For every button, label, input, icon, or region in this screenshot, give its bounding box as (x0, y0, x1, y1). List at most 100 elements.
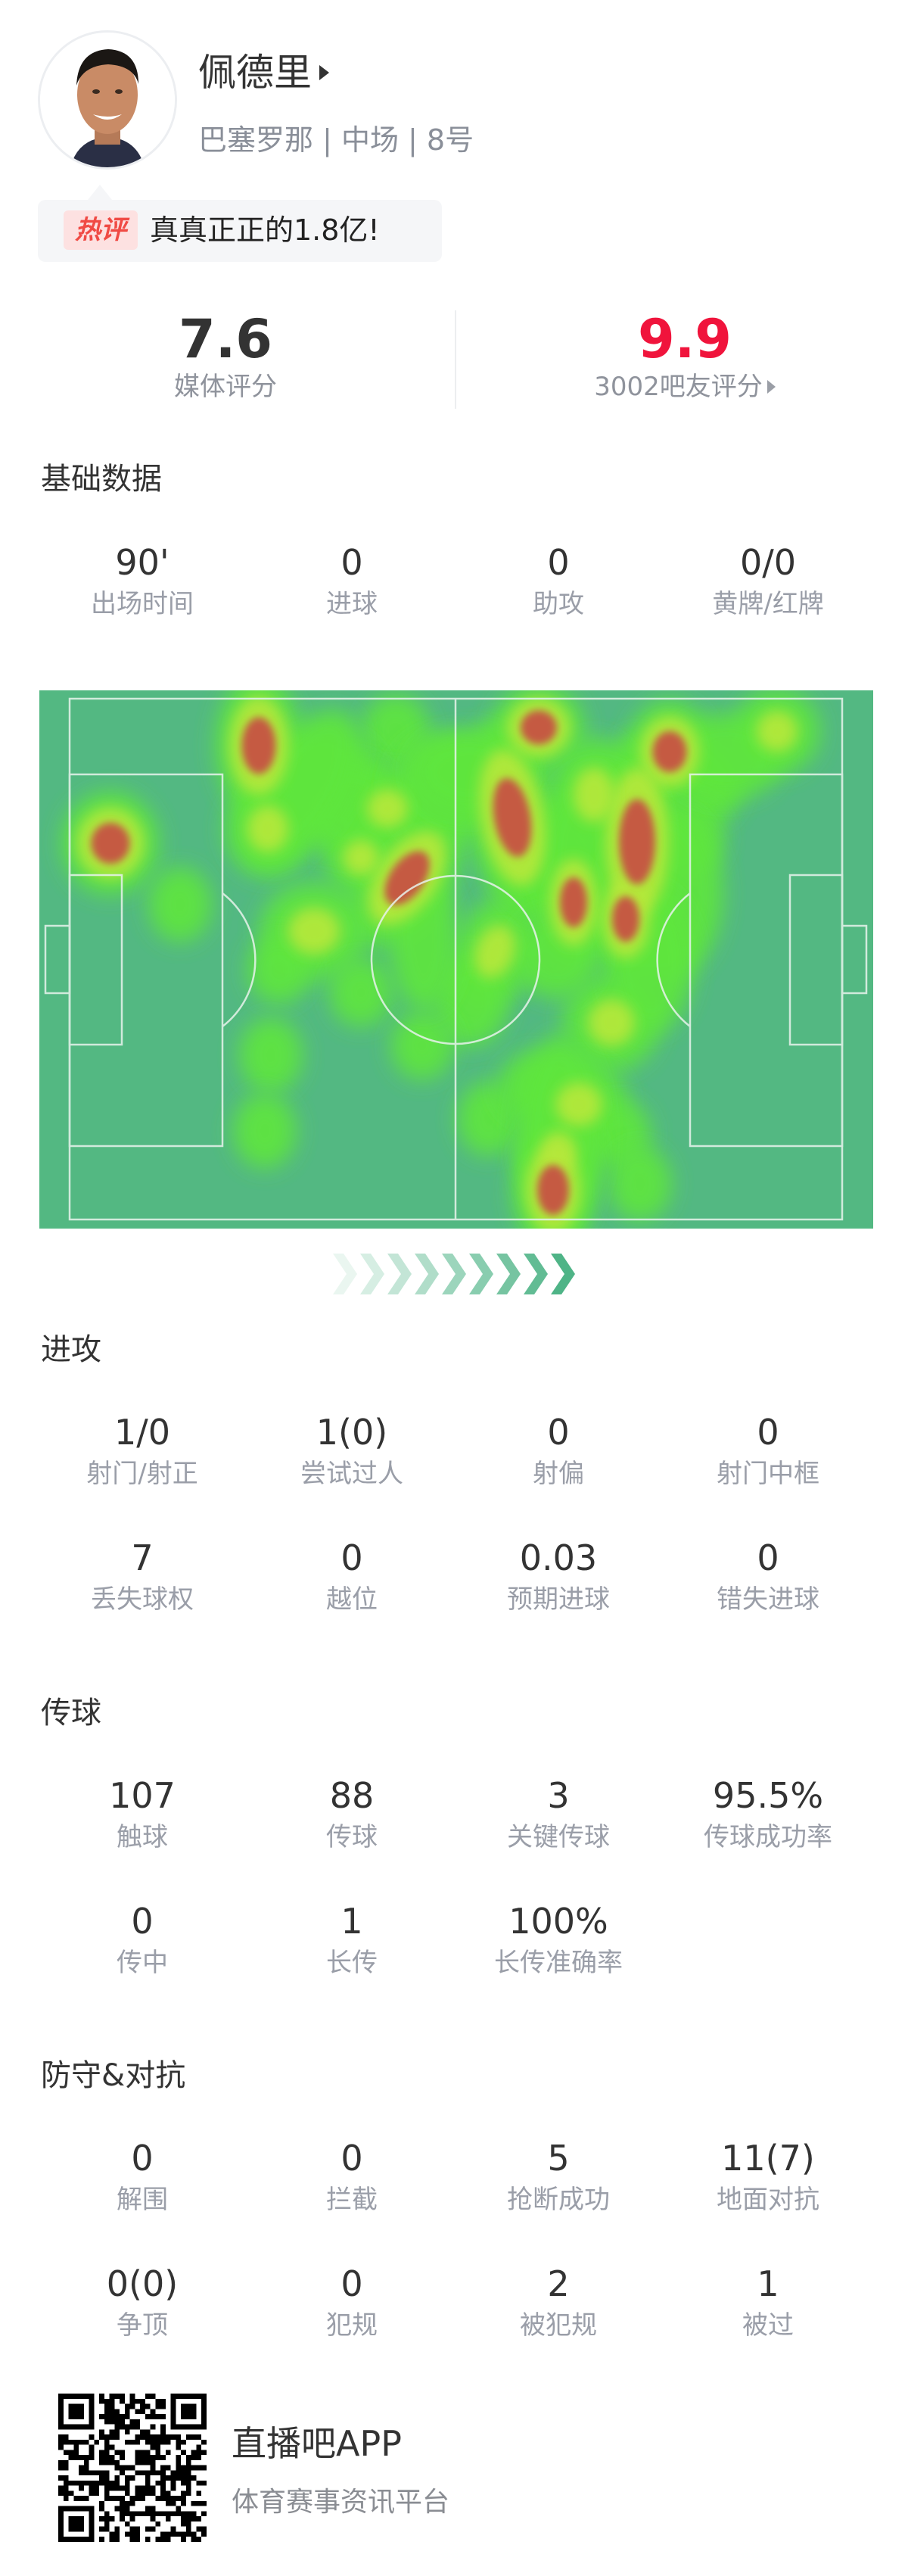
heatmap-blob (329, 958, 393, 1027)
stat-value: 0 (547, 1412, 570, 1453)
stat-value: 0 (340, 1537, 363, 1578)
caret-right-icon (319, 65, 329, 80)
stat-label: 被过 (742, 2310, 794, 2341)
stat-value: 1(0) (316, 1412, 388, 1453)
stat-value: 1 (340, 1901, 363, 1942)
stat-value: 0 (757, 1537, 779, 1578)
stat-item: 5 抢断成功 (460, 2135, 657, 2217)
stat-item: 2 被犯规 (460, 2261, 657, 2343)
heatmap-blob (247, 935, 311, 1005)
stat-label: 出场时间 (91, 589, 194, 619)
stat-item: 1 被过 (670, 2261, 866, 2343)
stat-value: 0 (340, 2138, 363, 2179)
stat-item: 0 越位 (253, 1535, 450, 1617)
stat-item: 100% 长传准确率 (460, 1899, 657, 1980)
stat-label: 错失进球 (717, 1584, 819, 1615)
heatmap-blob (367, 789, 408, 828)
heatmap-blob (560, 877, 587, 927)
right-goal (841, 924, 868, 995)
heatmap-blob (612, 896, 639, 942)
heatmap-blob (493, 778, 532, 857)
section-heading: 防守&对抗 (41, 2058, 186, 2093)
hot-comment-text: 真真正正的1.8亿! (150, 213, 380, 247)
caret-right-icon (767, 380, 776, 394)
stat-value: 88 (329, 1775, 375, 1816)
chevron-right-icon (387, 1254, 412, 1294)
stat-item: 107 触球 (44, 1773, 241, 1855)
stat-item: 88 传球 (253, 1773, 450, 1855)
chevron-right-icon (333, 1254, 357, 1294)
app-tagline: 体育赛事资讯平台 (232, 2487, 450, 2518)
section-heading: 进攻 (41, 1332, 101, 1367)
player-avatar[interactable] (38, 30, 177, 170)
section-heading: 传球 (41, 1696, 101, 1730)
stat-value: 7 (131, 1537, 154, 1578)
heatmap-blob (555, 1082, 602, 1126)
heatmap-blob (247, 805, 288, 852)
fan-rating-value: 9.9 (637, 308, 732, 370)
stat-value: 0 (340, 2263, 363, 2304)
heatmap-layer (61, 690, 820, 1229)
stat-item: 3 关键传球 (460, 1773, 657, 1855)
stat-label: 传中 (117, 1948, 168, 1978)
heatmap-blob (669, 714, 784, 800)
stat-item: 1 长传 (253, 1899, 450, 1980)
hot-comment-badge: 热评 (64, 210, 138, 250)
media-rating-value: 7.6 (178, 308, 272, 370)
player-name-link[interactable]: 佩德里 (198, 48, 329, 97)
stat-item: 0 错失进球 (670, 1535, 866, 1617)
stat-item: 1/0 射门/射正 (44, 1409, 241, 1491)
stat-label: 长传准确率 (494, 1948, 623, 1978)
left-goal (44, 924, 71, 995)
heatmap-blob (148, 867, 212, 942)
qr-code-icon (58, 2394, 207, 2542)
stat-label: 黄牌/红牌 (712, 589, 824, 619)
media-rating: 7.6 媒体评分 (74, 309, 377, 404)
chevron-right-icon (360, 1254, 384, 1294)
stat-label: 抢断成功 (507, 2185, 610, 2215)
stat-value: 95.5% (712, 1775, 824, 1816)
media-rating-label: 媒体评分 (174, 372, 277, 402)
stat-value: 100% (508, 1901, 608, 1942)
left-penalty-arc (222, 892, 257, 1027)
heatmap-blob (288, 908, 340, 955)
heatmap-blob (390, 1011, 454, 1080)
stat-item: 0 犯规 (253, 2261, 450, 2343)
app-name: 直播吧APP (232, 2423, 402, 2464)
attack-direction-arrows (333, 1254, 575, 1294)
right-penalty-arc (656, 892, 691, 1027)
stat-item: 11(7) 地面对抗 (670, 2135, 866, 2217)
heatmap-blob (384, 851, 430, 905)
heatmap-blob (474, 925, 515, 978)
stat-label: 进球 (326, 589, 378, 619)
stat-item: 0 进球 (253, 540, 450, 621)
fan-rating-label: 3002吧友评分 (594, 372, 763, 402)
stat-label: 越位 (326, 1584, 378, 1615)
heatmap-blob (91, 823, 130, 864)
stat-label: 拦截 (326, 2185, 378, 2215)
stat-value: 107 (109, 1775, 176, 1816)
bubble-pointer (88, 185, 112, 200)
chevron-right-icon (442, 1254, 466, 1294)
heatmap-blob (652, 731, 687, 772)
heatmap-blob (608, 1146, 672, 1222)
heatmap-blob (757, 711, 798, 752)
rating-divider (455, 310, 456, 409)
pitch-lines (44, 697, 868, 1221)
heatmap-blob (233, 1093, 297, 1169)
chevron-right-icon (469, 1254, 493, 1294)
stat-label: 解围 (117, 2185, 168, 2215)
stat-item: 0 助攻 (460, 540, 657, 621)
chevron-right-icon (551, 1254, 575, 1294)
chevron-right-icon (415, 1254, 439, 1294)
stat-item: 0.03 预期进球 (460, 1535, 657, 1617)
heatmap-blob (619, 799, 655, 885)
stat-item: 95.5% 传球成功率 (670, 1773, 866, 1855)
stat-value: 0 (757, 1412, 779, 1453)
stat-item: 90' 出场时间 (44, 540, 241, 621)
stat-item: 0 拦截 (253, 2135, 450, 2217)
stat-label: 助攻 (533, 589, 584, 619)
stat-item: 7 丢失球权 (44, 1535, 241, 1617)
stat-label: 射门/射正 (86, 1459, 198, 1489)
fan-rating[interactable]: 9.9 3002吧友评分 (533, 309, 836, 404)
